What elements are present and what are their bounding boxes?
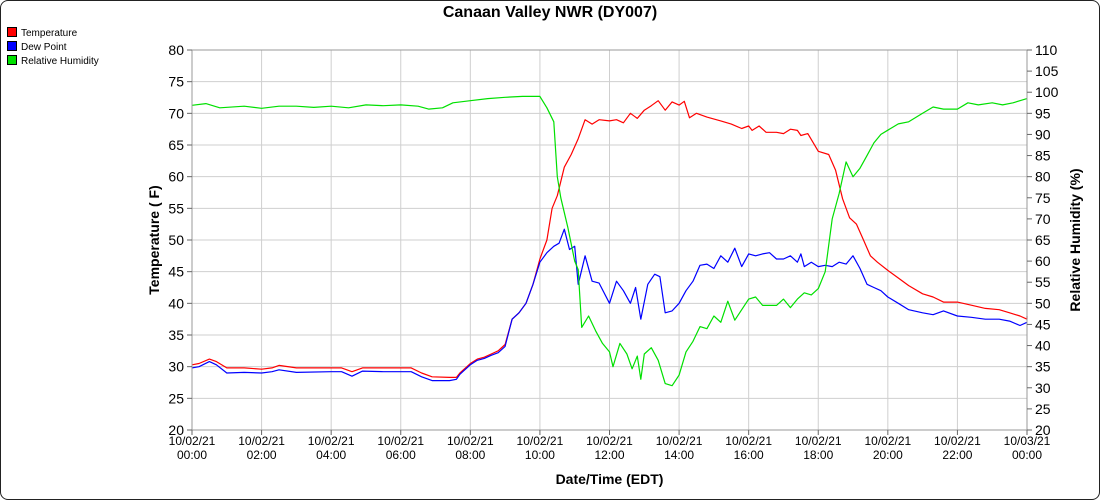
x-tick-time: 10:00 — [525, 448, 555, 462]
legend-label-temperature: Temperature — [21, 28, 78, 39]
x-tick-date: 10/02/21 — [864, 434, 911, 448]
right-tick-label: 85 — [1035, 148, 1051, 164]
y-axis-label-right: Relative Humidity (%) — [1067, 168, 1083, 311]
right-tick-label: 55 — [1035, 274, 1051, 290]
right-tick-label: 65 — [1035, 232, 1051, 248]
right-axis: 20 25 30 35 40 45 50 55 60 65 70 75 80 85 90 95 100 105 11… — [1027, 42, 1059, 438]
left-tick-label: 55 — [168, 200, 184, 216]
relative-humidity-line — [191, 95, 1028, 387]
legend-item-temperature: Temperature — [7, 27, 99, 41]
x-tick-time: 06:00 — [386, 448, 416, 462]
right-tick-label: 80 — [1035, 169, 1051, 185]
x-tick-date: 10/02/21 — [656, 434, 703, 448]
legend-label-relative-humidity: Relative Humidity — [21, 56, 99, 67]
x-tick-date: 10/02/21 — [725, 434, 772, 448]
x-tick-date: 10/02/21 — [795, 434, 842, 448]
left-axis: 20 25 30 35 40 45 50 55 60 65 70 75 80 — [168, 42, 192, 438]
x-tick-time: 16:00 — [734, 448, 764, 462]
left-tick-label: 75 — [168, 74, 184, 90]
series-layer — [191, 95, 1028, 387]
x-tick-time: 18:00 — [803, 448, 833, 462]
left-tick-label: 70 — [168, 105, 184, 121]
right-tick-label: 40 — [1035, 338, 1051, 354]
right-tick-label: 70 — [1035, 211, 1051, 227]
chart-title: Canaan Valley NWR (DY007) — [442, 4, 658, 21]
left-tick-label: 50 — [168, 232, 184, 248]
x-tick-date: 10/02/21 — [308, 434, 355, 448]
right-tick-label: 30 — [1035, 380, 1051, 396]
x-tick-date: 10/02/21 — [377, 434, 424, 448]
left-tick-label: 60 — [168, 169, 184, 185]
x-axis-label: Date/Time (EDT) — [556, 471, 664, 487]
right-tick-label: 105 — [1035, 63, 1059, 79]
left-tick-label: 35 — [168, 327, 184, 343]
right-tick-label: 90 — [1035, 126, 1051, 142]
x-tick-time: 22:00 — [942, 448, 972, 462]
legend: Temperature Dew Point Relative Humidity — [7, 27, 99, 69]
x-tick-time: 14:00 — [664, 448, 694, 462]
right-tick-label: 25 — [1035, 401, 1051, 417]
x-tick-time: 00:00 — [177, 448, 207, 462]
right-tick-label: 100 — [1035, 84, 1059, 100]
x-tick-time: 00:00 — [1012, 448, 1042, 462]
x-tick-date: 10/02/21 — [586, 434, 633, 448]
dew-point-swatch — [7, 41, 17, 51]
x-tick-time: 04:00 — [316, 448, 346, 462]
x-tick-time: 20:00 — [873, 448, 903, 462]
x-tick-date: 10/02/21 — [169, 434, 216, 448]
right-tick-label: 110 — [1035, 42, 1058, 58]
x-axis: 10/02/2100:0010/02/2102:0010/02/2104:001… — [169, 430, 1051, 462]
left-tick-label: 45 — [168, 264, 184, 280]
legend-item-relative-humidity: Relative Humidity — [7, 55, 99, 69]
temperature-swatch — [7, 27, 17, 37]
right-tick-label: 35 — [1035, 359, 1051, 375]
x-tick-date: 10/02/21 — [447, 434, 494, 448]
legend-item-dew-point: Dew Point — [7, 41, 99, 55]
x-tick-time: 12:00 — [594, 448, 624, 462]
legend-label-dew-point: Dew Point — [21, 42, 67, 53]
x-tick-date: 10/02/21 — [517, 434, 564, 448]
left-tick-label: 30 — [168, 359, 184, 375]
x-tick-date: 10/03/21 — [1004, 434, 1051, 448]
relative-humidity-swatch — [7, 55, 17, 65]
left-tick-label: 40 — [168, 295, 184, 311]
right-tick-label: 75 — [1035, 190, 1051, 206]
x-tick-time: 08:00 — [455, 448, 485, 462]
right-tick-label: 60 — [1035, 253, 1051, 269]
y-axis-label-left: Temperature ( F) — [146, 185, 162, 294]
left-tick-label: 25 — [168, 390, 184, 406]
left-tick-label: 65 — [168, 137, 184, 153]
x-tick-time: 02:00 — [247, 448, 277, 462]
left-tick-label: 20 — [168, 422, 184, 438]
x-tick-date: 10/02/21 — [238, 434, 285, 448]
right-tick-label: 45 — [1035, 316, 1051, 332]
left-tick-label: 80 — [168, 42, 184, 58]
dew-point-line — [191, 228, 1028, 382]
right-tick-label: 50 — [1035, 295, 1051, 311]
right-tick-label: 20 — [1035, 422, 1051, 438]
x-tick-date: 10/02/21 — [934, 434, 981, 448]
temperature-line — [191, 100, 1028, 378]
right-tick-label: 95 — [1035, 105, 1051, 121]
